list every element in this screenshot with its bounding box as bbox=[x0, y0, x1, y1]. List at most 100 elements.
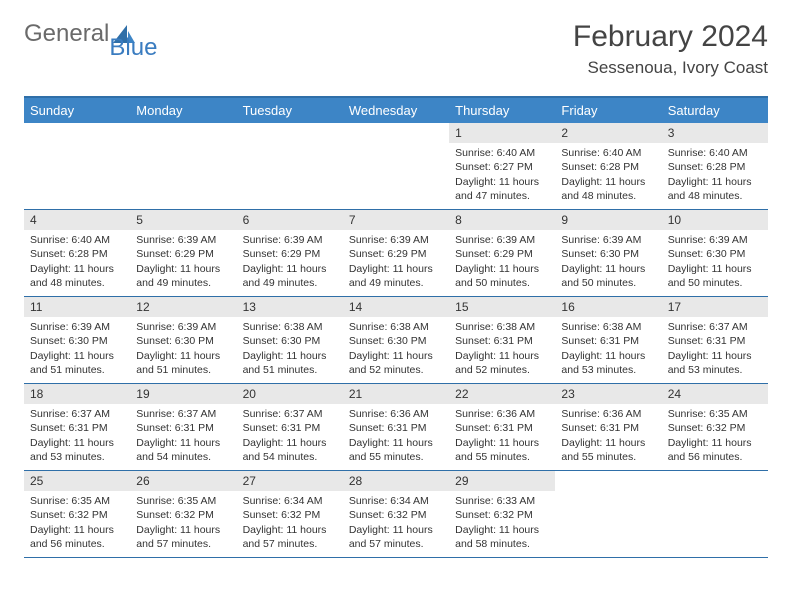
day-cell: 23 Sunrise: 6:36 AMSunset: 6:31 PMDayligh… bbox=[555, 384, 661, 470]
day-number: 17 bbox=[662, 297, 768, 317]
day-data: Sunrise: 6:37 AMSunset: 6:31 PMDaylight:… bbox=[237, 404, 343, 469]
day-data: Sunrise: 6:40 AMSunset: 6:28 PMDaylight:… bbox=[555, 143, 661, 208]
daylight-text: Daylight: 11 hours and 55 minutes. bbox=[349, 436, 443, 464]
sunset-text: Sunset: 6:29 PM bbox=[349, 247, 443, 261]
day-number: 14 bbox=[343, 297, 449, 317]
sunrise-text: Sunrise: 6:36 AM bbox=[455, 407, 549, 421]
day-data: Sunrise: 6:36 AMSunset: 6:31 PMDaylight:… bbox=[343, 404, 449, 469]
sunset-text: Sunset: 6:28 PM bbox=[561, 160, 655, 174]
day-data: Sunrise: 6:34 AMSunset: 6:32 PMDaylight:… bbox=[343, 491, 449, 556]
sunrise-text: Sunrise: 6:34 AM bbox=[349, 494, 443, 508]
daylight-text: Daylight: 11 hours and 51 minutes. bbox=[243, 349, 337, 377]
day-number bbox=[237, 123, 343, 127]
day-cell: 21Sunrise: 6:36 AMSunset: 6:31 PMDayligh… bbox=[343, 384, 449, 470]
day-data: Sunrise: 6:37 AMSunset: 6:31 PMDaylight:… bbox=[662, 317, 768, 382]
sunset-text: Sunset: 6:30 PM bbox=[30, 334, 124, 348]
sunrise-text: Sunrise: 6:40 AM bbox=[668, 146, 762, 160]
day-cell: 25Sunrise: 6:35 AMSunset: 6:32 PMDayligh… bbox=[24, 471, 130, 557]
day-data: Sunrise: 6:38 AMSunset: 6:31 PMDaylight:… bbox=[555, 317, 661, 382]
day-data: Sunrise: 6:39 AMSunset: 6:29 PMDaylight:… bbox=[449, 230, 555, 295]
daylight-text: Daylight: 11 hours and 52 minutes. bbox=[349, 349, 443, 377]
daylight-text: Daylight: 11 hours and 48 minutes. bbox=[30, 262, 124, 290]
day-number: 3 bbox=[662, 123, 768, 143]
sunset-text: Sunset: 6:32 PM bbox=[668, 421, 762, 435]
daylight-text: Daylight: 11 hours and 51 minutes. bbox=[136, 349, 230, 377]
daylight-text: Daylight: 11 hours and 53 minutes. bbox=[668, 349, 762, 377]
day-cell: 22Sunrise: 6:36 AMSunset: 6:31 PMDayligh… bbox=[449, 384, 555, 470]
sunrise-text: Sunrise: 6:35 AM bbox=[30, 494, 124, 508]
day-number: 24 bbox=[662, 384, 768, 404]
day-number: 13 bbox=[237, 297, 343, 317]
day-data: Sunrise: 6:35 AMSunset: 6:32 PMDaylight:… bbox=[662, 404, 768, 469]
sunset-text: Sunset: 6:32 PM bbox=[243, 508, 337, 522]
logo: General Blue bbox=[24, 20, 183, 48]
day-number bbox=[130, 123, 236, 127]
sunrise-text: Sunrise: 6:38 AM bbox=[561, 320, 655, 334]
sunset-text: Sunset: 6:31 PM bbox=[349, 421, 443, 435]
month-year: February 2024 bbox=[573, 20, 768, 54]
daylight-text: Daylight: 11 hours and 56 minutes. bbox=[30, 523, 124, 551]
daylight-text: Daylight: 11 hours and 49 minutes. bbox=[243, 262, 337, 290]
weekday-sunday: Sunday bbox=[24, 98, 130, 123]
sunset-text: Sunset: 6:32 PM bbox=[136, 508, 230, 522]
sunrise-text: Sunrise: 6:39 AM bbox=[561, 233, 655, 247]
day-cell: 12 Sunrise: 6:39 AMSunset: 6:30 PMDayligh… bbox=[130, 297, 236, 383]
day-number bbox=[343, 123, 449, 127]
daylight-text: Daylight: 11 hours and 53 minutes. bbox=[561, 349, 655, 377]
sunrise-text: Sunrise: 6:39 AM bbox=[136, 320, 230, 334]
day-number: 26 bbox=[130, 471, 236, 491]
day-number: 23 bbox=[555, 384, 661, 404]
day-data: Sunrise: 6:38 AMSunset: 6:31 PMDaylight:… bbox=[449, 317, 555, 382]
weeks-container: 1Sunrise: 6:40 AMSunset: 6:27 PMDaylight… bbox=[24, 123, 768, 558]
day-number: 25 bbox=[24, 471, 130, 491]
daylight-text: Daylight: 11 hours and 55 minutes. bbox=[561, 436, 655, 464]
day-cell bbox=[237, 123, 343, 209]
day-cell: 6Sunrise: 6:39 AMSunset: 6:29 PMDaylight… bbox=[237, 210, 343, 296]
sunrise-text: Sunrise: 6:39 AM bbox=[243, 233, 337, 247]
day-number: 1 bbox=[449, 123, 555, 143]
weekday-thursday: Thursday bbox=[449, 98, 555, 123]
sunrise-text: Sunrise: 6:36 AM bbox=[561, 407, 655, 421]
day-cell: 27Sunrise: 6:34 AMSunset: 6:32 PMDayligh… bbox=[237, 471, 343, 557]
day-number: 15 bbox=[449, 297, 555, 317]
daylight-text: Daylight: 11 hours and 48 minutes. bbox=[561, 175, 655, 203]
day-cell bbox=[24, 123, 130, 209]
sunset-text: Sunset: 6:31 PM bbox=[561, 421, 655, 435]
day-cell: 8Sunrise: 6:39 AMSunset: 6:29 PMDaylight… bbox=[449, 210, 555, 296]
title-block: February 2024 Sessenoua, Ivory Coast bbox=[573, 20, 768, 78]
day-number: 8 bbox=[449, 210, 555, 230]
day-cell: 24Sunrise: 6:35 AMSunset: 6:32 PMDayligh… bbox=[662, 384, 768, 470]
day-number: 4 bbox=[24, 210, 130, 230]
sunrise-text: Sunrise: 6:33 AM bbox=[455, 494, 549, 508]
daylight-text: Daylight: 11 hours and 54 minutes. bbox=[136, 436, 230, 464]
day-cell: 1Sunrise: 6:40 AMSunset: 6:27 PMDaylight… bbox=[449, 123, 555, 209]
day-number: 16 bbox=[555, 297, 661, 317]
location: Sessenoua, Ivory Coast bbox=[573, 58, 768, 78]
day-data: Sunrise: 6:40 AMSunset: 6:28 PMDaylight:… bbox=[662, 143, 768, 208]
day-cell: 17Sunrise: 6:37 AMSunset: 6:31 PMDayligh… bbox=[662, 297, 768, 383]
day-cell: 19Sunrise: 6:37 AMSunset: 6:31 PMDayligh… bbox=[130, 384, 236, 470]
weekday-wednesday: Wednesday bbox=[343, 98, 449, 123]
sunset-text: Sunset: 6:29 PM bbox=[455, 247, 549, 261]
sunrise-text: Sunrise: 6:39 AM bbox=[136, 233, 230, 247]
sunset-text: Sunset: 6:30 PM bbox=[561, 247, 655, 261]
daylight-text: Daylight: 11 hours and 51 minutes. bbox=[30, 349, 124, 377]
day-data: Sunrise: 6:37 AMSunset: 6:31 PMDaylight:… bbox=[130, 404, 236, 469]
day-cell: 20Sunrise: 6:37 AMSunset: 6:31 PMDayligh… bbox=[237, 384, 343, 470]
sunrise-text: Sunrise: 6:39 AM bbox=[349, 233, 443, 247]
day-data: Sunrise: 6:33 AMSunset: 6:32 PMDaylight:… bbox=[449, 491, 555, 556]
sunset-text: Sunset: 6:31 PM bbox=[668, 334, 762, 348]
sunset-text: Sunset: 6:32 PM bbox=[349, 508, 443, 522]
sunset-text: Sunset: 6:30 PM bbox=[136, 334, 230, 348]
day-number: 9 bbox=[555, 210, 661, 230]
week-row: 4Sunrise: 6:40 AMSunset: 6:28 PMDaylight… bbox=[24, 210, 768, 297]
day-cell bbox=[555, 471, 661, 557]
day-number bbox=[24, 123, 130, 127]
sunrise-text: Sunrise: 6:37 AM bbox=[136, 407, 230, 421]
day-number: 12 bbox=[130, 297, 236, 317]
sunset-text: Sunset: 6:29 PM bbox=[136, 247, 230, 261]
logo-text-general: General bbox=[24, 20, 109, 48]
day-data: Sunrise: 6:38 AMSunset: 6:30 PMDaylight:… bbox=[237, 317, 343, 382]
sunrise-text: Sunrise: 6:38 AM bbox=[349, 320, 443, 334]
daylight-text: Daylight: 11 hours and 57 minutes. bbox=[349, 523, 443, 551]
